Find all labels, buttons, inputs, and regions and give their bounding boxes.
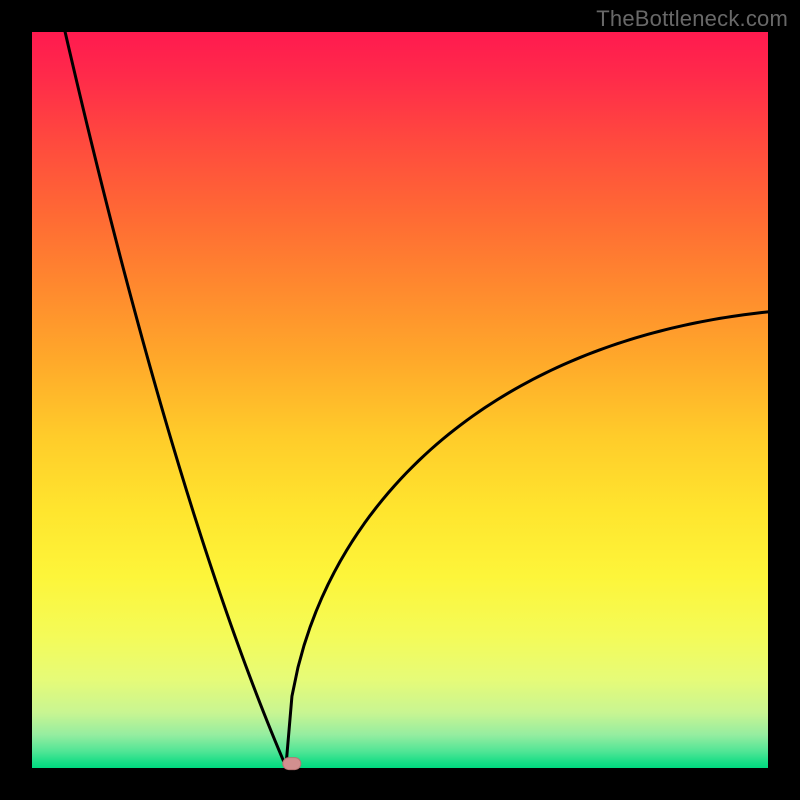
watermark-text: TheBottleneck.com [596,6,788,32]
optimum-marker [283,758,301,770]
bottleneck-chart [0,0,800,800]
chart-frame: TheBottleneck.com [0,0,800,800]
chart-background-gradient [32,32,768,768]
